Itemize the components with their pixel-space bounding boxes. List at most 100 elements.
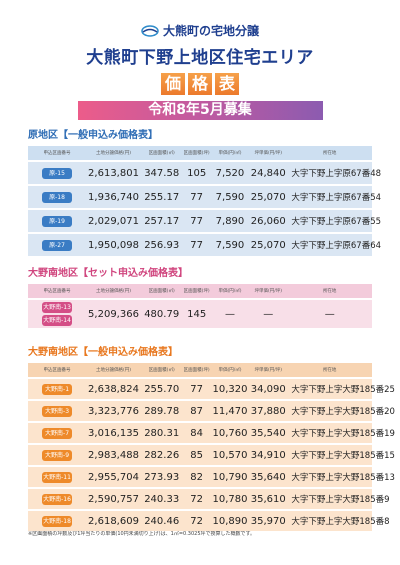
- value-cell: —: [210, 300, 250, 328]
- price-table: 申込区画番号 土地分譲価格(円) 区画面積(㎡) 区画面積(坪) 単価(円/㎡) 坪単価(…: [28, 282, 372, 330]
- value-cell: 7,520: [210, 162, 250, 184]
- value-cell: 34,090: [249, 379, 288, 399]
- footnote: ※区画面積の坪数及び1坪当たりの単価(10円未満切り上げ)は、1㎡=0.3025…: [28, 531, 256, 537]
- value-cell: 1,936,740: [86, 186, 141, 208]
- value-cell: 77: [182, 210, 211, 232]
- value-cell: 2,638,824: [86, 379, 141, 399]
- value-cell: 2,983,488: [86, 445, 141, 465]
- lot-cell: 大野南-18: [28, 511, 87, 531]
- column-header: 所在地: [287, 363, 372, 377]
- lot-badge: 大野南-9: [42, 449, 73, 461]
- value-cell: 7,890: [210, 210, 250, 232]
- price-char: 価: [161, 73, 185, 95]
- value-cell: 347.58: [140, 162, 183, 184]
- value-cell: 大字下野上字大野185番20: [287, 401, 395, 421]
- column-header: 単価(円/㎡): [210, 284, 250, 298]
- lot-badge: 大野南-1: [42, 383, 73, 395]
- section: 大野南地区【セット申込み価格表】 申込区画番号 土地分譲価格(円) 区画面積(㎡) 区画…: [28, 264, 372, 330]
- header-row: 申込区画番号 土地分譲価格(円) 区画面積(㎡) 区画面積(坪) 単価(円/㎡) 坪単価(…: [28, 284, 372, 298]
- value-cell: 5,209,366: [86, 300, 141, 328]
- value-cell: 480.79: [140, 300, 183, 328]
- lot-badge: 大野南-7: [42, 427, 73, 439]
- value-cell: 35,610: [249, 489, 288, 509]
- table-row: 大野南-11 2,955,704 273.93 82 10,790 35,640 大字下野上…: [28, 467, 395, 487]
- lot-cell: 原-18: [28, 186, 87, 208]
- value-cell: 255.17: [140, 186, 183, 208]
- table-row: 大野南-16 2,590,757 240.33 72 10,780 35,610 大字下野上…: [28, 489, 390, 509]
- table-row: 大野南-3 3,323,776 289.78 87 11,470 37,880 大字下野上字…: [28, 401, 395, 421]
- value-cell: 77: [182, 186, 211, 208]
- table-row: 原-27 1,950,098 256.93 77 7,590 25,070 大字下野上字原6…: [28, 234, 381, 256]
- column-header: 単価(円/㎡): [210, 146, 250, 160]
- value-cell: 10,760: [210, 423, 250, 443]
- value-cell: 大字下野上字大野185番15: [287, 445, 395, 465]
- value-cell: 大字下野上字原67番48: [287, 162, 381, 184]
- value-cell: 87: [182, 401, 211, 421]
- value-cell: 240.33: [140, 489, 183, 509]
- value-cell: 25,070: [249, 234, 288, 256]
- column-header: 坪単価(円/坪): [249, 146, 288, 160]
- value-cell: 35,640: [249, 467, 288, 487]
- value-cell: 大字下野上字原67番55: [287, 210, 381, 232]
- section-title: 大野南地区【一般申込み価格表】: [28, 347, 178, 358]
- header-row: 申込区画番号 土地分譲価格(円) 区画面積(㎡) 区画面積(坪) 単価(円/㎡) 坪単価(…: [28, 146, 372, 160]
- lot-badge: 大野南-16: [42, 493, 73, 505]
- table-row: 原-15 2,613,801 347.58 105 7,520 24,840 大字下野上字原…: [28, 162, 381, 184]
- lot-badge: 大野南-11: [42, 471, 73, 483]
- value-cell: 25,070: [249, 186, 288, 208]
- value-cell: 35,970: [249, 511, 288, 531]
- lot-badge: 大野南-13: [42, 302, 73, 313]
- table-row: 大野南-18 2,618,609 240.46 72 10,890 35,970 大字下野上…: [28, 511, 390, 531]
- column-header: 区画面積(坪): [182, 284, 211, 298]
- price-label: 価 格 表: [0, 73, 400, 95]
- value-cell: 256.93: [140, 234, 183, 256]
- banner: 令和8年5月募集: [77, 101, 323, 120]
- value-cell: 282.26: [140, 445, 183, 465]
- value-cell: 37,880: [249, 401, 288, 421]
- lot-cell: 大野南-9: [28, 445, 87, 465]
- value-cell: 273.93: [140, 467, 183, 487]
- lot-cell: 大野南-16: [28, 489, 87, 509]
- column-header: 土地分譲価格(円): [86, 284, 141, 298]
- column-header: 区画面積(㎡): [140, 363, 183, 377]
- table-row: 原-18 1,936,740 255.17 77 7,590 25,070 大字下野上字原6…: [28, 186, 381, 208]
- value-cell: 105: [182, 162, 211, 184]
- value-cell: 大字下野上字原67番64: [287, 234, 381, 256]
- value-cell: 2,618,609: [86, 511, 141, 531]
- lot-cell: 原-27: [28, 234, 87, 256]
- value-cell: 280.31: [140, 423, 183, 443]
- value-cell: 10,890: [210, 511, 250, 531]
- lot-badge: 大野南-18: [42, 515, 73, 527]
- lot-cell: 大野南-3: [28, 401, 87, 421]
- lot-badge: 大野南-14: [42, 315, 73, 326]
- logo: 大熊町の宅地分譲: [0, 22, 400, 39]
- column-header: 区画面積(㎡): [140, 146, 183, 160]
- lot-badge: 原-18: [42, 191, 73, 203]
- value-cell: 255.70: [140, 379, 183, 399]
- value-cell: 72: [182, 489, 211, 509]
- column-header: 区画面積(坪): [182, 146, 211, 160]
- column-header: 単価(円/㎡): [210, 363, 250, 377]
- main-title: 大熊町下野上地区住宅エリア: [86, 48, 314, 68]
- value-cell: 2,590,757: [86, 489, 141, 509]
- value-cell: 大字下野上字大野185番13: [287, 467, 395, 487]
- value-cell: 10,780: [210, 489, 250, 509]
- value-cell: 3,016,135: [86, 423, 141, 443]
- lot-badge: 大野南-3: [42, 405, 73, 417]
- column-header: 坪単価(円/坪): [249, 284, 288, 298]
- logo-text: 大熊町の宅地分譲: [162, 24, 259, 38]
- value-cell: 大字下野上字原67番54: [287, 186, 381, 208]
- lot-badge: 原-15: [42, 167, 73, 179]
- lot-cell: 大野南-1: [28, 379, 87, 399]
- price-table: 申込区画番号 土地分譲価格(円) 区画面積(㎡) 区画面積(坪) 単価(円/㎡) 坪単価(…: [28, 144, 381, 258]
- value-cell: 145: [182, 300, 211, 328]
- value-cell: 2,029,071: [86, 210, 141, 232]
- value-cell: 35,540: [249, 423, 288, 443]
- value-cell: 24,840: [249, 162, 288, 184]
- value-cell: 2,613,801: [86, 162, 141, 184]
- column-header: 土地分譲価格(円): [86, 146, 141, 160]
- lot-cell: 大野南-13 大野南-14: [28, 300, 87, 328]
- column-header: 区画面積(坪): [182, 363, 211, 377]
- value-cell: 10,570: [210, 445, 250, 465]
- value-cell: 289.78: [140, 401, 183, 421]
